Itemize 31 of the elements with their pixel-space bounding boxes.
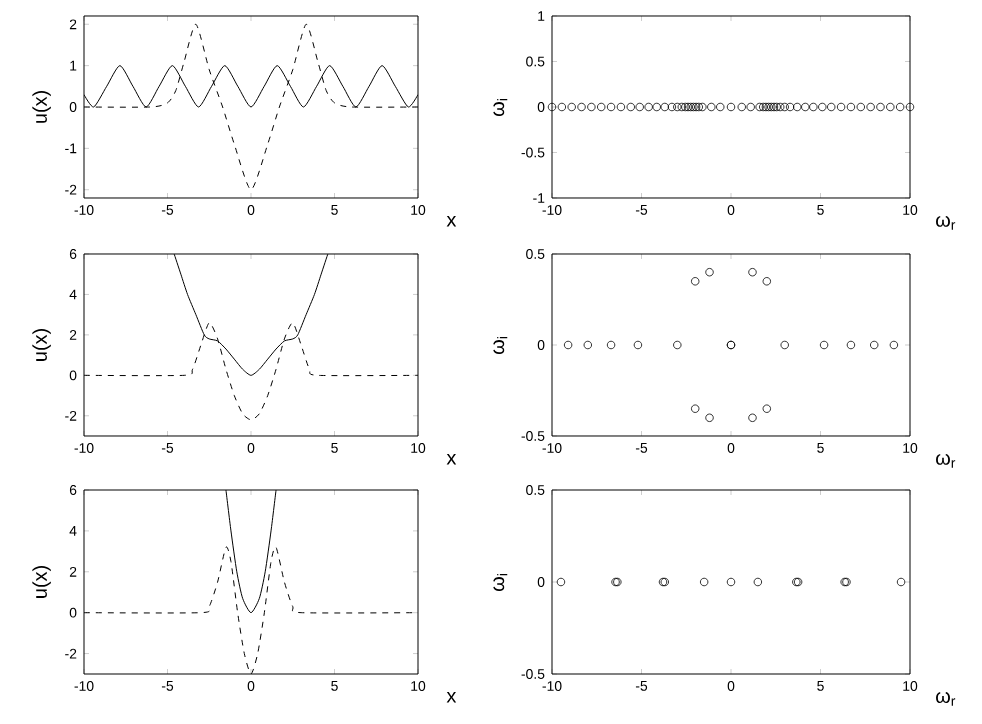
point: [819, 340, 829, 350]
point: [748, 413, 757, 422]
point: [762, 404, 771, 413]
point: [762, 277, 771, 286]
point: [889, 340, 899, 350]
point: [705, 413, 714, 422]
y-axis-title: u(x): [32, 566, 51, 598]
point: [691, 404, 700, 413]
point: [633, 340, 643, 350]
point: [606, 340, 616, 350]
point: [563, 340, 573, 350]
point: [705, 268, 714, 277]
point: [673, 340, 682, 350]
x-axis-title: ω$_{r}$: [936, 453, 956, 468]
point: [691, 277, 700, 286]
y-axis-title: ω$_{i}$: [493, 99, 508, 117]
point: [846, 340, 856, 350]
line-series: [84, 23, 418, 191]
x-axis-title: ω$_{r}$: [936, 215, 956, 230]
x-axis-title: ω$_{r}$: [936, 692, 956, 706]
y-axis-title: u(x): [32, 329, 51, 361]
x-axis-title: x: [446, 692, 457, 703]
x-axis-title: x: [446, 215, 457, 227]
x-axis-title: x: [446, 453, 457, 465]
point: [583, 340, 592, 350]
point: [870, 340, 879, 350]
point: [748, 268, 757, 277]
point: [780, 340, 789, 350]
y-axis-title: u(x): [32, 91, 51, 123]
y-axis-title: ω$_{i}$: [493, 337, 508, 355]
y-axis-title: ω$_{i}$: [493, 574, 508, 592]
